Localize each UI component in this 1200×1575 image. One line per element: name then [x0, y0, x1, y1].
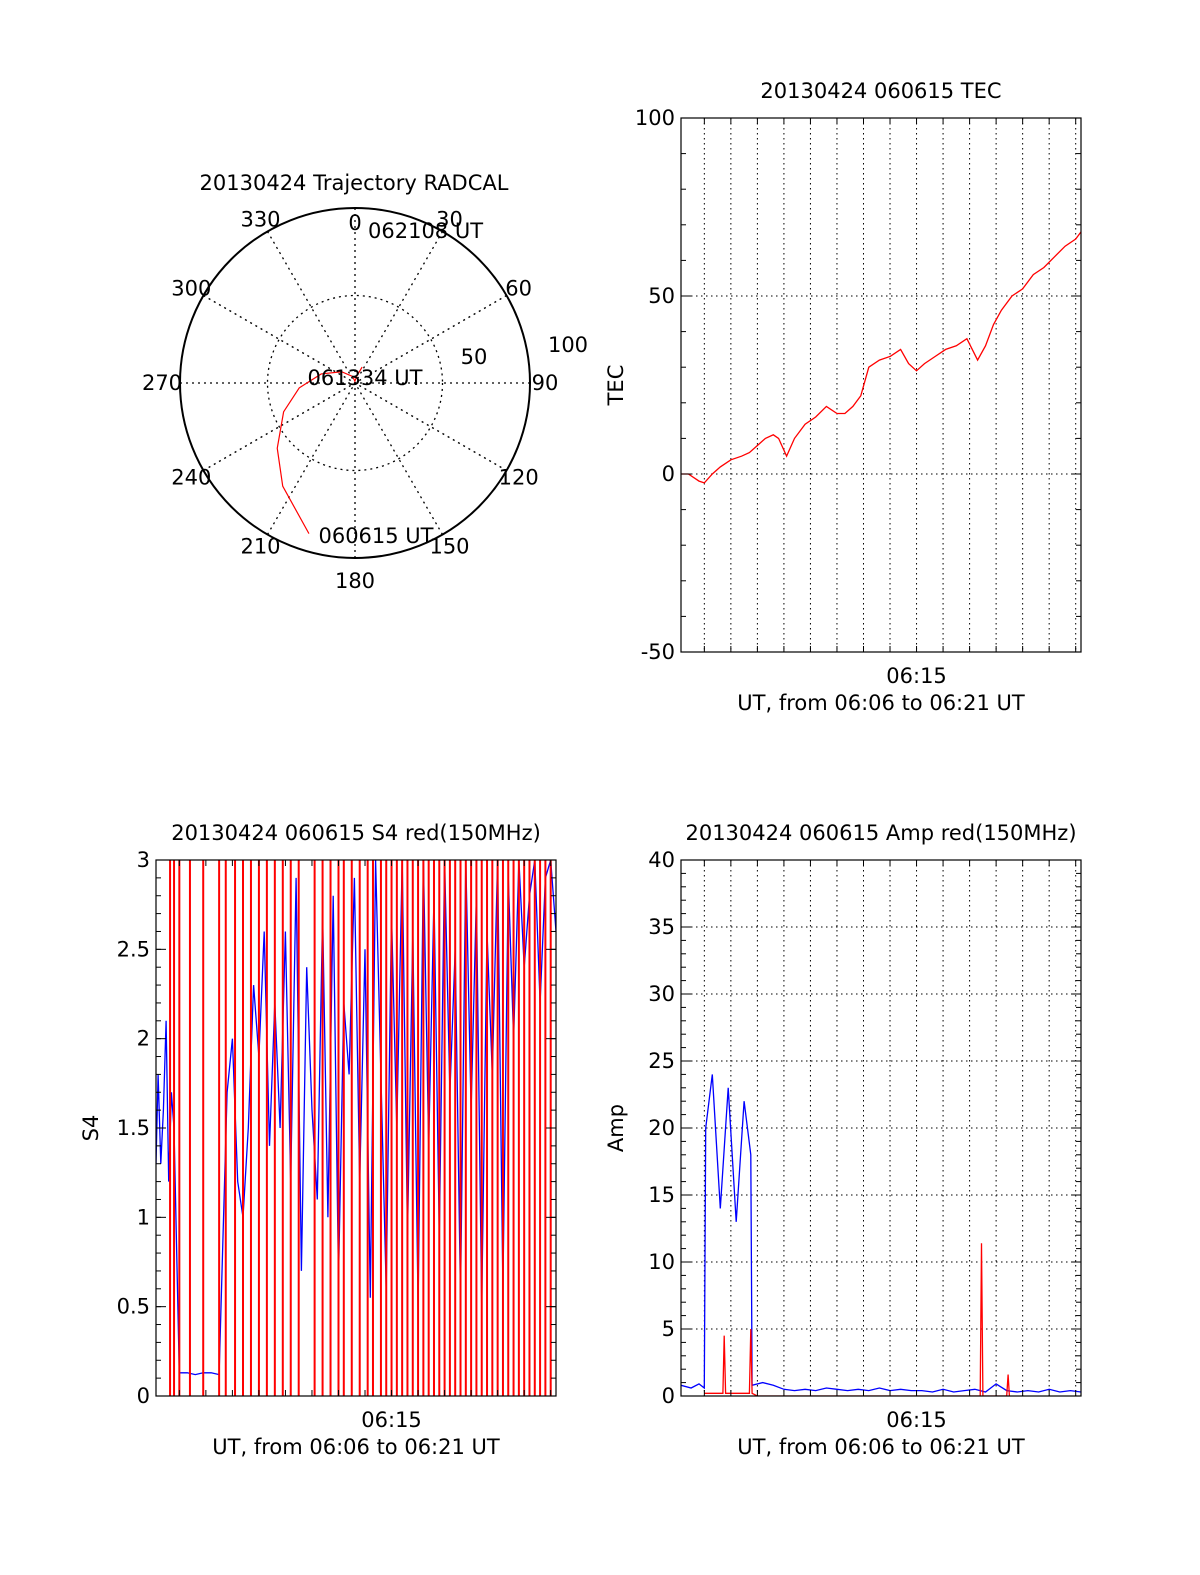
polar-annotation: 062108 UT [368, 219, 483, 243]
polar-radial-label: 100 [548, 333, 588, 357]
panel3-ytick-label: 40 [648, 848, 675, 872]
polar-angle-label: 180 [335, 569, 375, 593]
panel3-ytick-label: 0 [662, 1384, 675, 1408]
panel3-ytick-label: 20 [648, 1116, 675, 1140]
panel2-ylabel: S4 [79, 1115, 103, 1142]
panel3-title: 20130424 060615 Amp red(150MHz) [685, 821, 1076, 845]
panel2-ytick-label: 3 [137, 848, 150, 872]
polar-angle-label: 60 [505, 277, 532, 301]
panel1-ytick-label: 0 [662, 462, 675, 486]
panel2-xtick-label: 06:15 [361, 1408, 422, 1432]
panel3-ytick-label: 5 [662, 1317, 675, 1341]
panel2-ytick-label: 1 [137, 1205, 150, 1229]
panel2-ytick-label: 2.5 [117, 937, 150, 961]
panel3-series-group [681, 1074, 1081, 1396]
panel3-ytick-label: 15 [648, 1183, 675, 1207]
polar-angle-label: 90 [532, 371, 559, 395]
panel3-series-blue [681, 1074, 1081, 1393]
panel1-series-group [681, 231, 1081, 484]
polar-spoke [266, 231, 444, 535]
panel2-series-blue [156, 860, 556, 1376]
panel1-series-red [681, 231, 1081, 484]
panel1-xlabel: UT, from 06:06 to 06:21 UT [737, 691, 1025, 715]
panel2-title: 20130424 060615 S4 red(150MHz) [171, 821, 541, 845]
polar-angle-label: 0 [348, 211, 361, 235]
panel3-ytick-label: 35 [648, 915, 675, 939]
polar-inner-ring [266, 294, 444, 472]
panel2-ytick-label: 0 [137, 1384, 150, 1408]
panel1-ylabel: TEC [604, 365, 628, 407]
polar-radial-label: 50 [461, 345, 488, 369]
panel1-ytick-label: 50 [648, 284, 675, 308]
panel1-title: 20130424 060615 TEC [760, 79, 1001, 103]
polar-angle-label: 30 [436, 207, 463, 231]
polar-angle-label: 150 [429, 535, 469, 559]
polar-annotation: 061334 UT [307, 366, 422, 390]
polar-angle-label: 330 [240, 207, 280, 231]
polar-angle-label: 270 [142, 371, 182, 395]
panel3-ytick-label: 30 [648, 982, 675, 1006]
panel2-ytick-label: 2 [137, 1027, 150, 1051]
panel1-frame [680, 117, 1082, 653]
polar-trajectory-line [276, 366, 363, 534]
polar-title: 20130424 Trajectory RADCAL [200, 171, 509, 195]
panel3-ylabel: Amp [604, 1104, 628, 1152]
panel1-ytick-label: -50 [641, 640, 675, 664]
panel2-xlabel: UT, from 06:06 to 06:21 UT [212, 1435, 500, 1459]
panel3-xtick-label: 06:15 [886, 1408, 947, 1432]
panel1-ytick-label: 100 [635, 106, 675, 130]
panel1-xtick-label: 06:15 [886, 664, 947, 688]
polar-angle-label: 300 [171, 277, 211, 301]
panel3-series-red [704, 1243, 1011, 1396]
polar-angle-label: 120 [499, 466, 539, 490]
polar-angle-label: 240 [171, 466, 211, 490]
polar-angle-label: 210 [240, 535, 280, 559]
polar-annotation: 060615 UT [318, 524, 433, 548]
panel2-ytick-label: 0.5 [117, 1295, 150, 1319]
panel3-xlabel: UT, from 06:06 to 06:21 UT [737, 1435, 1025, 1459]
panel3-ytick-label: 10 [648, 1250, 675, 1274]
panel2-series-group [156, 860, 556, 1396]
panel2-ytick-label: 1.5 [117, 1116, 150, 1140]
panel3-ytick-label: 25 [648, 1049, 675, 1073]
